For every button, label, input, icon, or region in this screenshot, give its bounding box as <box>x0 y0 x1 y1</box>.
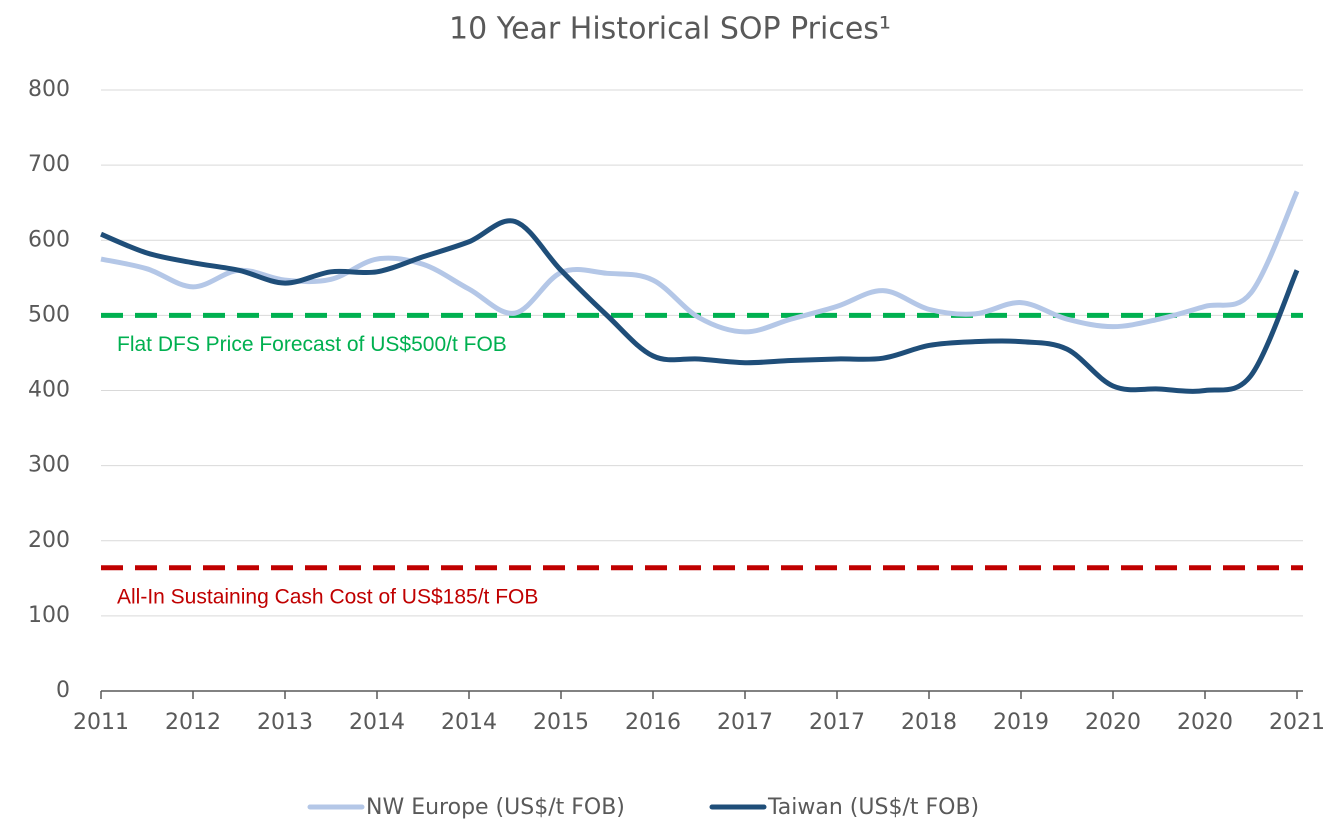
y-tick-label: 700 <box>28 152 70 177</box>
y-tick-label: 200 <box>28 528 70 553</box>
x-tick-label: 2020 <box>1085 710 1141 735</box>
x-tick-label: 2017 <box>809 710 865 735</box>
x-tick-label: 2012 <box>165 710 221 735</box>
chart-title: 10 Year Historical SOP Prices¹ <box>449 12 891 47</box>
y-tick-label: 100 <box>28 603 70 628</box>
x-tick-label: 2019 <box>993 710 1049 735</box>
reference-label: All-In Sustaining Cash Cost of US$185/t … <box>117 585 538 608</box>
x-tick-label: 2018 <box>901 710 957 735</box>
x-tick-label: 2013 <box>257 710 313 735</box>
reference-label: Flat DFS Price Forecast of US$500/t FOB <box>117 333 507 356</box>
x-tick-label: 2020 <box>1177 710 1233 735</box>
x-tick-label: 2017 <box>717 710 773 735</box>
x-tick-label: 2016 <box>625 710 681 735</box>
series-line <box>100 190 1300 335</box>
y-tick-label: 600 <box>28 227 70 252</box>
x-tick-label: 2015 <box>533 710 589 735</box>
y-tick-label: 300 <box>28 453 70 478</box>
legend-label: NW Europe (US$/t FOB) <box>366 795 625 820</box>
y-tick-label: 800 <box>28 77 70 102</box>
x-tick-label: 2011 <box>73 710 129 735</box>
series-line <box>100 218 1300 394</box>
y-tick-label: 0 <box>56 678 70 703</box>
x-tick-label: 2021 <box>1269 710 1325 735</box>
y-tick-label: 400 <box>28 378 70 403</box>
x-tick-label: 2014 <box>349 710 405 735</box>
x-tick-label: 2014 <box>441 710 497 735</box>
y-tick-label: 500 <box>28 302 70 327</box>
legend-label: Taiwan (US$/t FOB) <box>767 795 979 820</box>
